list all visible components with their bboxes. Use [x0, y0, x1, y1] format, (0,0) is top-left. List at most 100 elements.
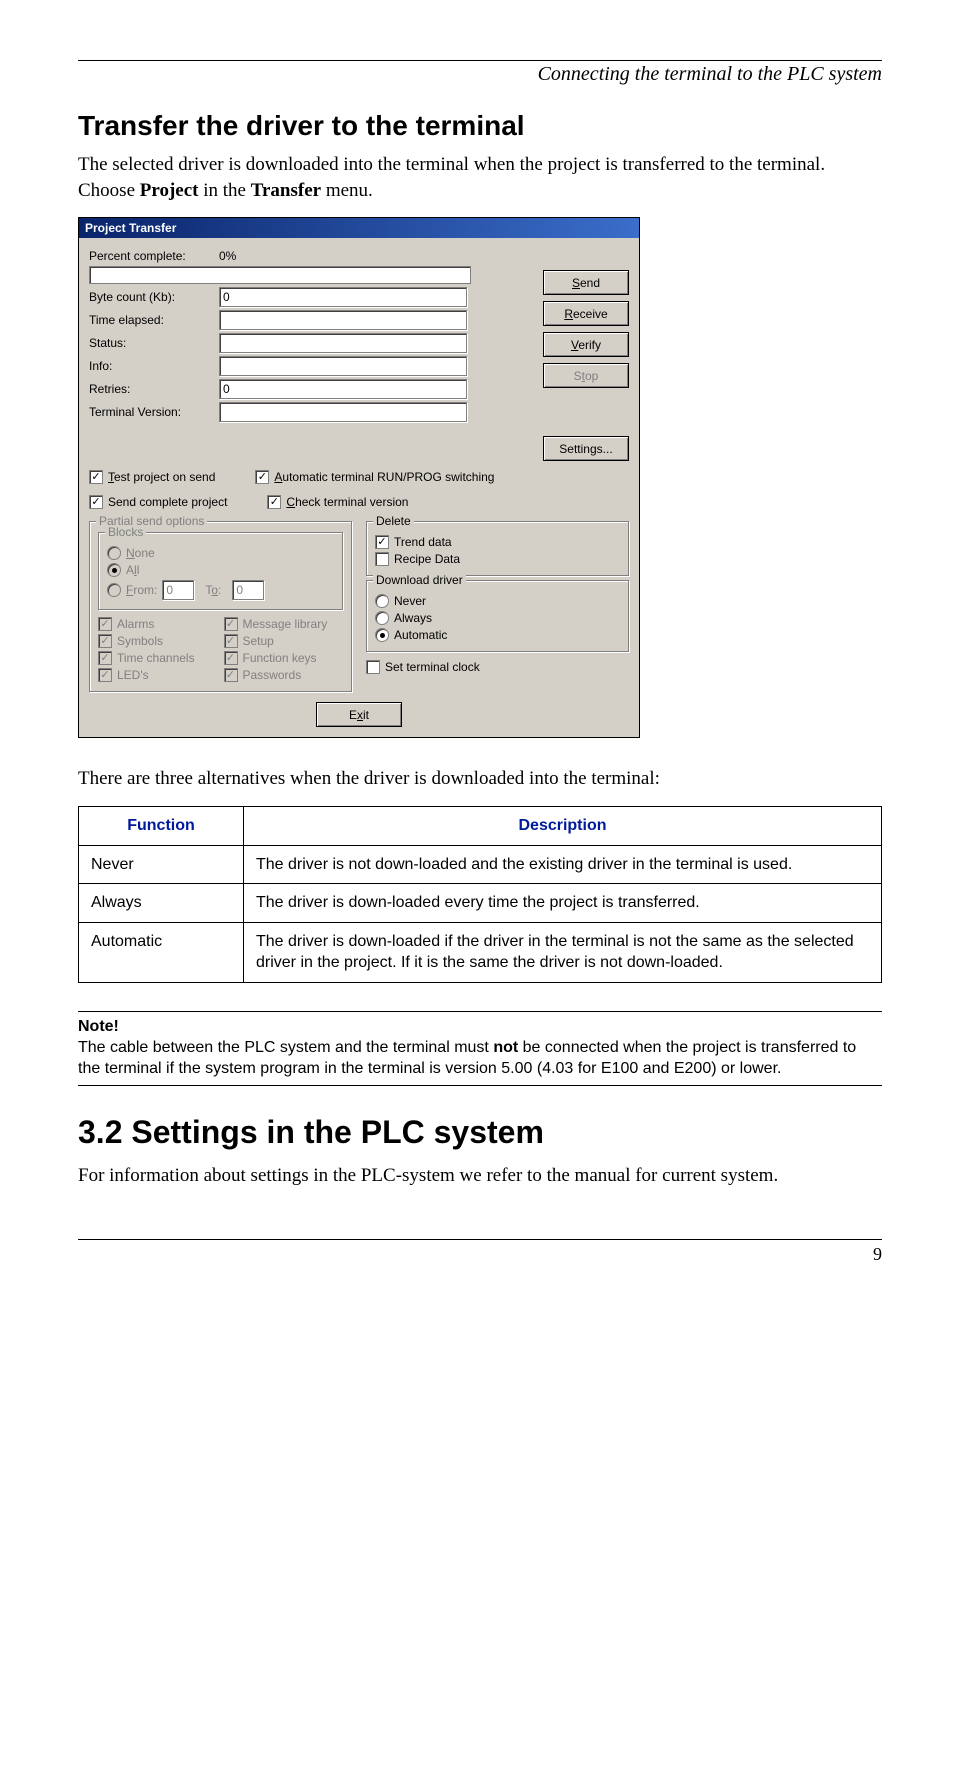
note-rule-top	[78, 1011, 882, 1012]
table-header-function: Function	[79, 806, 244, 845]
setup-label: Setup	[243, 634, 274, 648]
automatic-label: Automatic	[394, 628, 447, 642]
time-field	[219, 310, 467, 330]
clock-label: Set terminal clock	[385, 660, 480, 674]
footer-rule	[78, 1239, 882, 1240]
page-header: Connecting the terminal to the PLC syste…	[78, 63, 882, 86]
table-cell-fn: Always	[79, 884, 244, 923]
partial-send-group: Partial send options Blocks None All Fro…	[89, 521, 352, 692]
function-description-table: Function Description Never The driver is…	[78, 806, 882, 983]
msglib-label: Message library	[243, 617, 328, 631]
header-rule	[78, 60, 882, 61]
intro-bold-transfer: Transfer	[251, 180, 321, 201]
table-row: Automatic The driver is down-loaded if t…	[79, 922, 882, 982]
termver-field	[219, 402, 467, 422]
send-button[interactable]: Send	[543, 270, 629, 295]
never-label: Never	[394, 594, 426, 608]
byte-label: Byte count (Kb):	[89, 290, 219, 304]
all-radio	[107, 563, 121, 577]
retries-value: 0	[223, 382, 230, 396]
delete-group: Delete Trend data Recipe Data	[366, 521, 629, 576]
symbols-checkbox	[98, 634, 112, 648]
timech-label: Time channels	[117, 651, 195, 665]
to-field: 0	[232, 580, 264, 600]
fnkeys-checkbox	[224, 651, 238, 665]
note-text-1: The cable between the PLC system and the…	[78, 1039, 493, 1056]
info-field	[219, 356, 467, 376]
note-bold: not	[493, 1039, 518, 1056]
percent-label: Percent complete:	[89, 249, 219, 263]
time-label: Time elapsed:	[89, 313, 219, 327]
recipe-checkbox[interactable]	[375, 552, 389, 566]
test-project-label: Test project on send	[108, 470, 215, 484]
fnkeys-label: Function keys	[243, 651, 317, 665]
msglib-checkbox	[224, 617, 238, 631]
setup-checkbox	[224, 634, 238, 648]
table-cell-desc: The driver is down-loaded every time the…	[244, 884, 882, 923]
progress-bar	[89, 266, 471, 284]
status-field	[219, 333, 467, 353]
test-project-checkbox[interactable]	[89, 470, 103, 484]
delete-legend: Delete	[373, 514, 414, 528]
from-label: From:	[126, 583, 157, 597]
to-value: 0	[236, 583, 243, 597]
stop-button[interactable]: Stop	[543, 363, 629, 388]
always-label: Always	[394, 611, 432, 625]
auto-switch-label: Automatic terminal RUN/PROG switching	[274, 470, 494, 484]
never-radio[interactable]	[375, 594, 389, 608]
download-driver-legend: Download driver	[373, 573, 466, 587]
table-row: Always The driver is down-loaded every t…	[79, 884, 882, 923]
leds-label: LED's	[117, 668, 149, 682]
intro-bold-project: Project	[140, 180, 199, 201]
section-heading: Transfer the driver to the terminal	[78, 110, 882, 142]
verify-button[interactable]: Verify	[543, 332, 629, 357]
table-cell-fn: Automatic	[79, 922, 244, 982]
note-body: The cable between the PLC system and the…	[78, 1038, 882, 1080]
status-label: Status:	[89, 336, 219, 350]
from-value: 0	[166, 583, 173, 597]
receive-button[interactable]: Receive	[543, 301, 629, 326]
symbols-label: Symbols	[117, 634, 163, 648]
note-rule-bottom	[78, 1085, 882, 1086]
auto-switch-checkbox[interactable]	[255, 470, 269, 484]
automatic-radio[interactable]	[375, 628, 389, 642]
all-label: All	[126, 563, 139, 577]
exit-button[interactable]: Exit	[316, 702, 402, 727]
byte-value: 0	[223, 290, 230, 304]
alternatives-text: There are three alternatives when the dr…	[78, 766, 882, 792]
info-label: Info:	[89, 359, 219, 373]
settings-button[interactable]: Settings...	[543, 436, 629, 461]
byte-field: 0	[219, 287, 467, 307]
dialog-titlebar: Project Transfer	[79, 218, 639, 238]
leds-checkbox	[98, 668, 112, 682]
trend-label: Trend data	[394, 535, 452, 549]
none-label: None	[126, 546, 155, 560]
alarms-label: Alarms	[117, 617, 154, 631]
note-label: Note!	[78, 1018, 882, 1036]
section-3-2-heading: 3.2 Settings in the PLC system	[78, 1114, 882, 1151]
check-version-checkbox[interactable]	[267, 495, 281, 509]
retries-label: Retries:	[89, 382, 219, 396]
section-3-2-body: For information about settings in the PL…	[78, 1163, 882, 1189]
blocks-group: Blocks None All From: 0 To: 0	[98, 532, 343, 610]
percent-value: 0%	[219, 249, 339, 263]
send-complete-label: Send complete project	[108, 495, 227, 509]
none-radio	[107, 546, 121, 560]
intro-text-2: in the	[198, 180, 250, 201]
always-radio[interactable]	[375, 611, 389, 625]
page-number: 9	[78, 1244, 882, 1265]
from-radio	[107, 583, 121, 597]
to-label: To:	[205, 583, 221, 597]
pwd-label: Passwords	[243, 668, 302, 682]
from-field: 0	[162, 580, 194, 600]
retries-field: 0	[219, 379, 467, 399]
timech-checkbox	[98, 651, 112, 665]
table-cell-desc: The driver is not down-loaded and the ex…	[244, 845, 882, 884]
termver-label: Terminal Version:	[89, 405, 219, 419]
clock-checkbox[interactable]	[366, 660, 380, 674]
trend-checkbox[interactable]	[375, 535, 389, 549]
pwd-checkbox	[224, 668, 238, 682]
table-cell-fn: Never	[79, 845, 244, 884]
intro-paragraph: The selected driver is downloaded into t…	[78, 152, 882, 203]
send-complete-checkbox[interactable]	[89, 495, 103, 509]
